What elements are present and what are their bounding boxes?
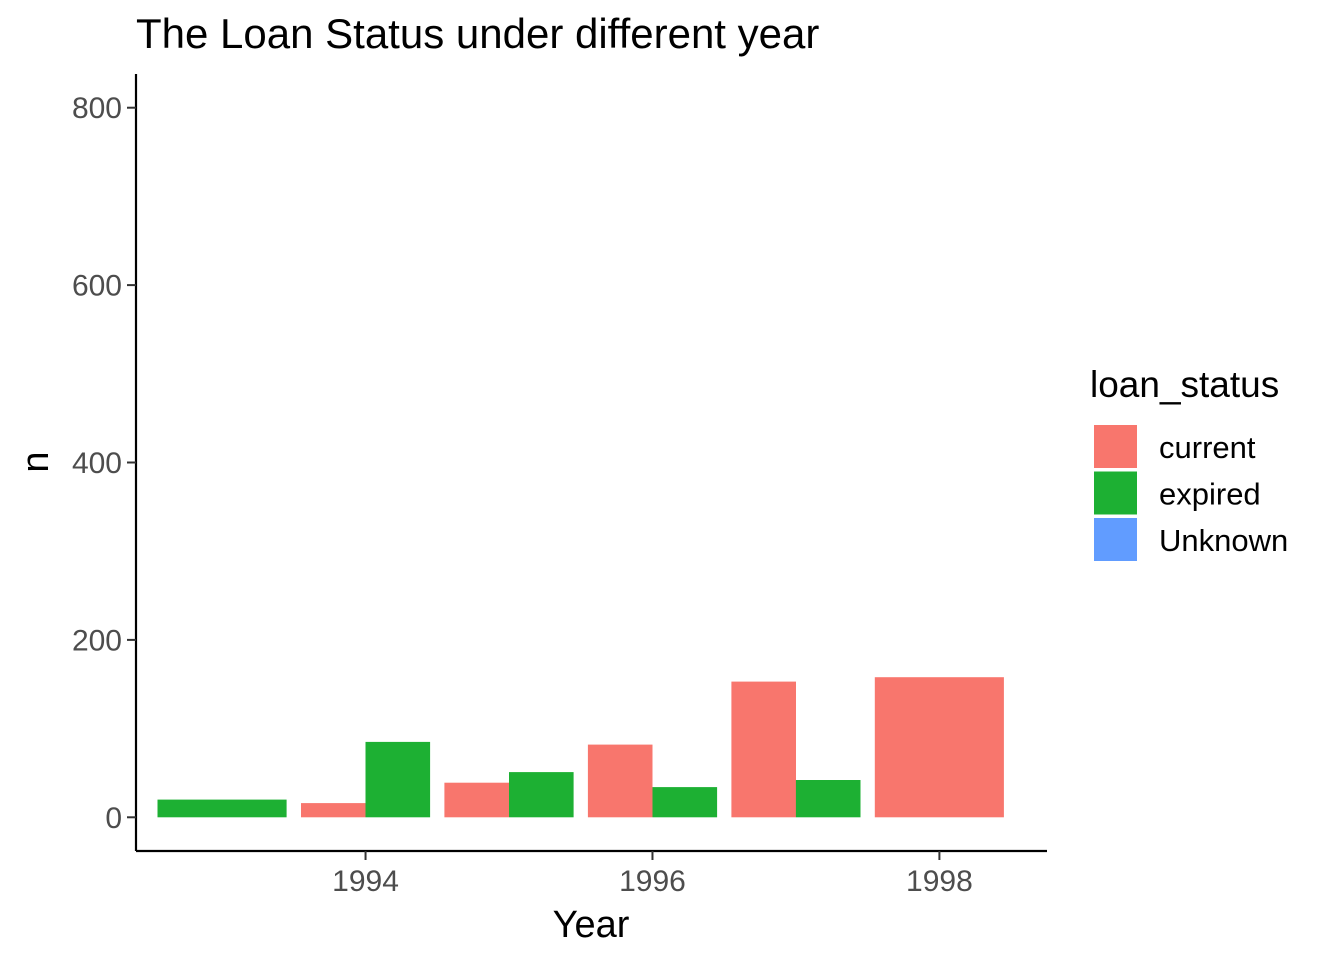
bar-current-1994 [301, 803, 366, 818]
y-tick-label-800: 800 [72, 92, 122, 125]
x-axis-title: Year [553, 904, 630, 946]
y-axis-title: n [15, 451, 57, 472]
x-axis-ticks: 1994 1996 1998 [332, 851, 973, 898]
x-tick-label-1994: 1994 [332, 865, 399, 898]
bar-expired-1997 [795, 780, 861, 818]
legend-key-expired [1094, 471, 1137, 515]
legend-label-current: current [1159, 430, 1256, 465]
legend-items: current expired Unknown [1094, 425, 1288, 561]
chart-title: The Loan Status under different year [136, 10, 819, 57]
y-axis-ticks: 0 200 400 600 800 [72, 92, 136, 835]
bar-expired-1995 [509, 772, 574, 818]
legend: loan_status current expired Unknown [1090, 364, 1288, 561]
legend-title: loan_status [1090, 364, 1279, 405]
legend-key-unknown [1094, 518, 1137, 561]
y-tick-label-200: 200 [72, 624, 122, 657]
bar-expired-1993 [157, 799, 287, 818]
bars-layer [157, 677, 1004, 818]
x-tick-label-1996: 1996 [619, 865, 686, 898]
legend-key-current [1094, 425, 1137, 468]
bar-current-1996 [587, 744, 653, 818]
bar-expired-1994 [365, 741, 431, 818]
bar-expired-1996 [652, 787, 718, 818]
bar-current-1995 [444, 782, 509, 818]
legend-label-unknown: Unknown [1159, 523, 1288, 558]
y-tick-label-0: 0 [105, 802, 122, 835]
x-tick-label-1998: 1998 [906, 865, 973, 898]
bar-current-1997 [731, 681, 796, 818]
legend-label-expired: expired [1159, 477, 1261, 512]
bar-current-1998 [874, 677, 1004, 818]
y-tick-label-400: 400 [72, 447, 122, 480]
y-tick-label-600: 600 [72, 270, 122, 303]
